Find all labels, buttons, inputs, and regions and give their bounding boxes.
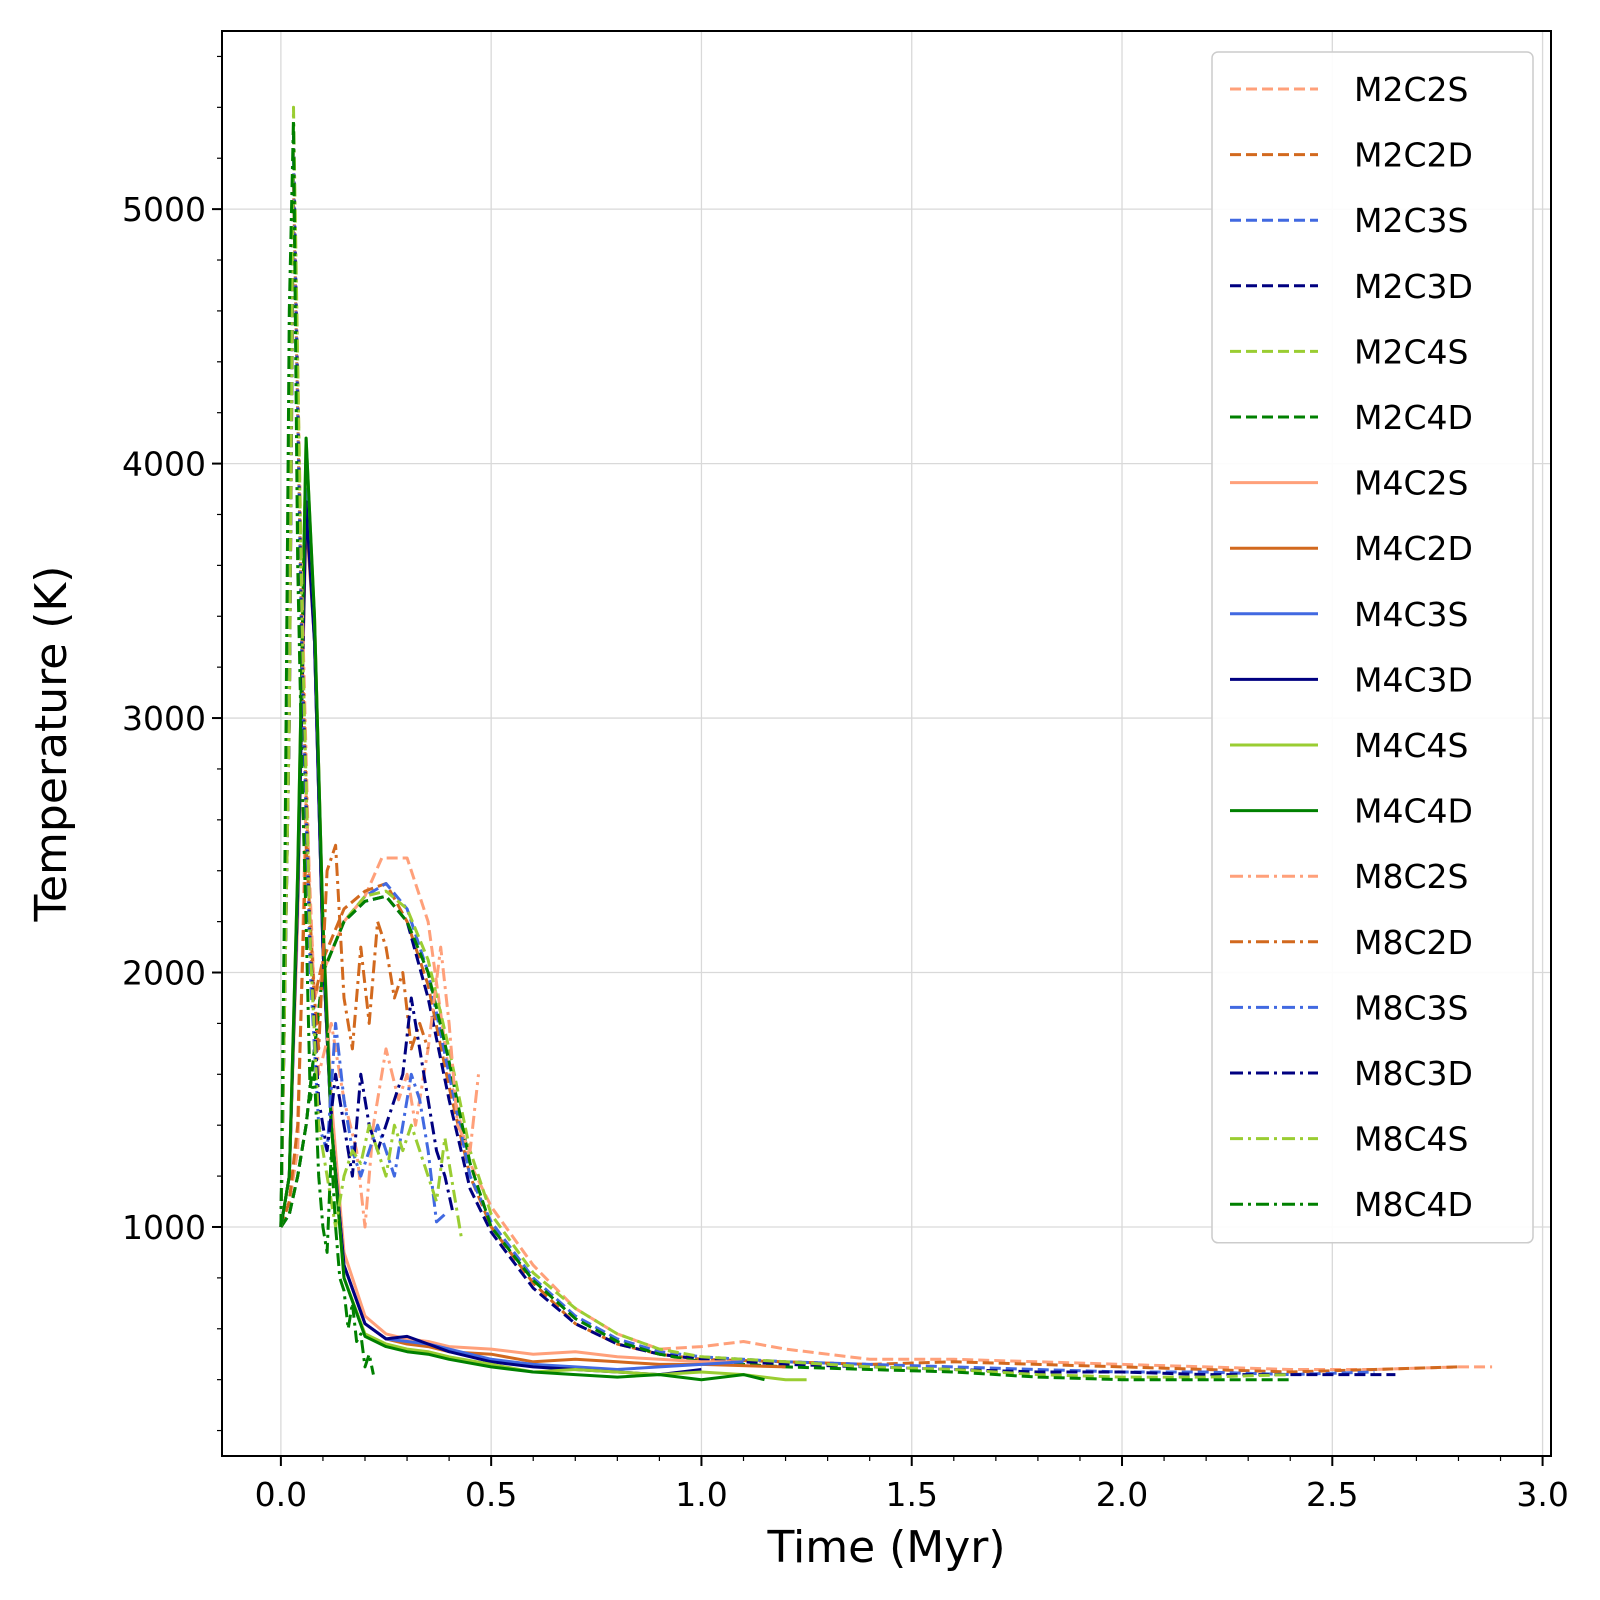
series-line-m2c2d — [279, 843, 1459, 1374]
series-line-m8c3s — [279, 156, 446, 1228]
legend-label-m4c2s: M4C2S — [1354, 464, 1468, 503]
x-tick-label: 1.0 — [675, 1475, 727, 1514]
legend-label-m4c3d: M4C3D — [1354, 660, 1473, 699]
legend-label-m8c3d: M8C3D — [1354, 1054, 1473, 1093]
series-line-m8c4d — [279, 118, 375, 1375]
series-line-m8c4s — [279, 105, 464, 1240]
plot-frame — [221, 30, 1552, 1457]
x-tick-label: 3.0 — [1516, 1475, 1568, 1514]
x-axis-ticks: 0.0 0.5 1.0 1.5 2.0 2.5 3.0 — [255, 1456, 1569, 1514]
series-line-m8c2s — [279, 156, 480, 1229]
x-tick-label: 2.5 — [1306, 1475, 1358, 1514]
y-tick-label: 4000 — [122, 445, 206, 484]
x-axis-title: Time (Myr) — [766, 1522, 1005, 1573]
x-tick-label: 1.5 — [885, 1475, 937, 1514]
y-tick-label: 2000 — [122, 954, 206, 993]
legend-label-m4c4s: M4C4S — [1354, 726, 1468, 765]
y-axis-title: Temperature (K) — [26, 566, 77, 923]
legend-label-m2c2d: M2C2D — [1354, 136, 1473, 175]
legend-label-m8c2s: M8C2S — [1354, 857, 1468, 896]
y-axis-ticks: 1000 2000 3000 4000 5000 — [122, 190, 222, 1247]
y-tick-label: 5000 — [122, 190, 206, 229]
x-tick-label: 0.0 — [255, 1475, 307, 1514]
legend-label-m4c3s: M4C3S — [1354, 595, 1468, 634]
legend-label-m8c2d: M8C2D — [1354, 923, 1473, 962]
legend-label-m4c4d: M4C4D — [1354, 792, 1473, 831]
series-line-m4c4d — [279, 436, 765, 1382]
legend-label-m4c2d: M4C2D — [1354, 529, 1473, 568]
x-tick-label: 2.0 — [1096, 1475, 1148, 1514]
legend-box — [1211, 51, 1534, 1244]
legend-label-m8c4s: M8C4S — [1354, 1120, 1468, 1159]
legend-label-m2c4d: M2C4D — [1354, 398, 1473, 437]
legend-label-m8c3s: M8C3S — [1354, 988, 1468, 1027]
y-tick-label: 1000 — [122, 1208, 206, 1247]
series-line-m8c3d — [279, 131, 455, 1228]
legend-label-m2c3d: M2C3D — [1354, 267, 1473, 306]
y-tick-label: 3000 — [122, 699, 206, 738]
legend: M2C2S M2C2D M2C3S M2C3D M2C4S M2C4D M4C2S M4C2D… — [1211, 51, 1534, 1244]
x-tick-label: 0.5 — [465, 1475, 517, 1514]
plot-series — [279, 105, 1493, 1382]
legend-label-m8c4d: M8C4D — [1354, 1185, 1473, 1224]
legend-label-m2c3s: M2C3S — [1354, 201, 1468, 240]
legend-label-m2c4s: M2C4S — [1354, 332, 1468, 371]
legend-label-m2c2s: M2C2S — [1354, 70, 1468, 109]
